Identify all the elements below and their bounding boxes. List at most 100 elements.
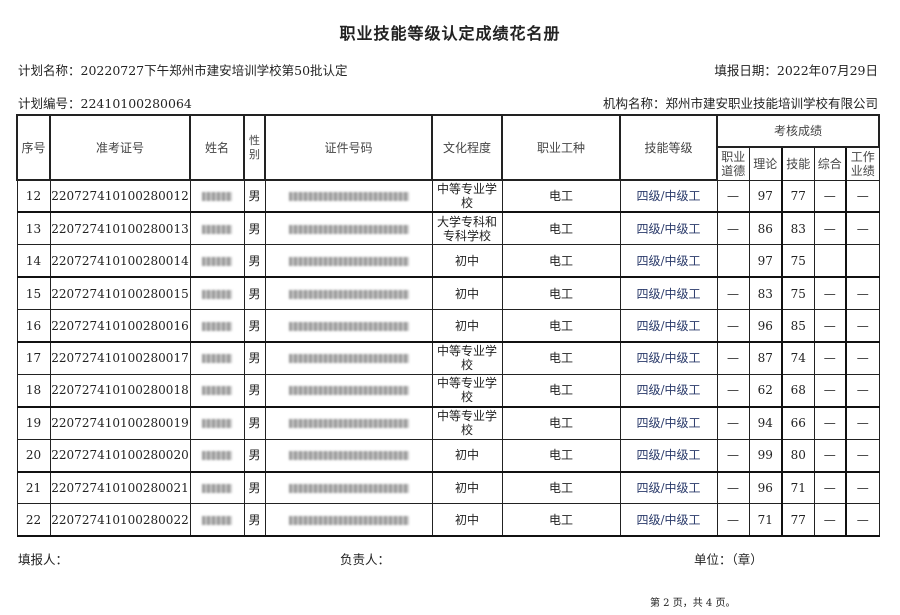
report-date-label: 填报日期： <box>714 63 777 78</box>
overall-cell: — <box>813 179 847 214</box>
id-no-cell <box>264 179 433 214</box>
seq-cell: 18 <box>16 373 51 408</box>
performance-cell: — <box>844 341 880 375</box>
name-cell <box>189 309 245 343</box>
redacted-id <box>288 224 409 234</box>
header-overall: 综合 <box>813 146 847 181</box>
table-row: 18 220727410100280018 男中等专业学校 电工 四级/中级工 —62 68… <box>16 373 880 408</box>
seq-cell: 21 <box>16 471 51 505</box>
name-cell <box>189 244 245 279</box>
name-cell <box>189 503 245 538</box>
seq-cell: 22 <box>16 503 51 538</box>
gender-cell: 男 <box>243 244 266 279</box>
redacted-name <box>202 515 232 525</box>
ethics-cell: — <box>716 179 750 214</box>
header-exam-no: 准考证号 <box>49 114 191 181</box>
gender-cell: 男 <box>243 309 266 343</box>
performance-cell <box>844 244 880 279</box>
header-performance: 工作业绩 <box>844 146 880 181</box>
name-cell <box>189 406 245 440</box>
education-cell: 初中 <box>431 244 503 279</box>
organization-value: 郑州市建安职业技能培训学校有限公司 <box>665 96 878 111</box>
occupation-cell: 电工 <box>501 438 621 473</box>
table-row: 20 220727410100280020 男初中 电工 四级/中级工 —99 80— — <box>16 438 880 473</box>
performance-cell: — <box>844 211 880 246</box>
exam-no-cell: 220727410100280018 <box>49 373 191 408</box>
gender-cell: 男 <box>243 406 266 440</box>
name-cell <box>189 373 245 408</box>
skill-cell: 75 <box>781 276 815 311</box>
overall-cell: — <box>813 438 847 473</box>
theory-cell: 96 <box>748 471 783 505</box>
seq-cell: 14 <box>16 244 51 279</box>
gender-cell: 男 <box>243 503 266 538</box>
header-id-no: 证件号码 <box>264 114 433 181</box>
exam-no-cell: 220727410100280020 <box>49 438 191 473</box>
gender-cell: 男 <box>243 276 266 311</box>
table-row: 21 220727410100280021 男初中 电工 四级/中级工 —96 71— — <box>16 471 880 505</box>
skill-cell: 74 <box>781 341 815 375</box>
id-no-cell <box>264 276 433 311</box>
redacted-name <box>202 289 232 299</box>
occupation-cell: 电工 <box>501 179 621 214</box>
occupation-cell: 电工 <box>501 211 621 246</box>
performance-cell: — <box>844 309 880 343</box>
exam-no-cell: 220727410100280013 <box>49 211 191 246</box>
ethics-cell: — <box>716 503 750 538</box>
education-cell: 初中 <box>431 471 503 505</box>
redacted-id <box>288 192 409 202</box>
level-cell: 四级/中级工 <box>619 406 718 440</box>
gender-cell: 男 <box>243 341 266 375</box>
performance-cell: — <box>844 471 880 505</box>
header-name: 姓名 <box>189 114 245 181</box>
education-cell: 中等专业学校 <box>431 341 503 375</box>
redacted-id <box>288 321 409 331</box>
occupation-cell: 电工 <box>501 244 621 279</box>
table-row: 17 220727410100280017 男中等专业学校 电工 四级/中级工 —87 74… <box>16 341 880 375</box>
redacted-name <box>202 419 232 429</box>
ethics-cell: — <box>716 211 750 246</box>
footer-unit-seal: 单位：（章） <box>694 552 763 567</box>
header-education: 文化程度 <box>431 114 503 181</box>
overall-cell: — <box>813 503 847 538</box>
theory-cell: 94 <box>748 406 783 440</box>
name-cell <box>189 471 245 505</box>
overall-cell: — <box>813 211 847 246</box>
theory-cell: 62 <box>748 373 783 408</box>
redacted-name <box>202 321 232 331</box>
table-row: 15 220727410100280015 男初中 电工 四级/中级工 —83 75— — <box>16 276 880 311</box>
exam-no-cell: 220727410100280021 <box>49 471 191 505</box>
table-row: 22 220727410100280022 男初中 电工 四级/中级工 —71 77— — <box>16 503 880 538</box>
performance-cell: — <box>844 276 880 311</box>
redacted-name <box>202 224 232 234</box>
redacted-id <box>288 451 409 461</box>
plan-name: 计划名称：20220727下午郑州市建安培训学校第50批认定 <box>18 60 348 79</box>
ethics-cell: — <box>716 471 750 505</box>
skill-cell: 85 <box>781 309 815 343</box>
report-date: 填报日期：2022年07月29日 <box>714 60 878 79</box>
ethics-cell: — <box>716 276 750 311</box>
level-cell: 四级/中级工 <box>619 276 718 311</box>
occupation-cell: 电工 <box>501 341 621 375</box>
level-cell: 四级/中级工 <box>619 438 718 473</box>
header-gender: 性别 <box>243 114 266 181</box>
name-cell <box>189 179 245 214</box>
id-no-cell <box>264 471 433 505</box>
seq-cell: 19 <box>16 406 51 440</box>
level-cell: 四级/中级工 <box>619 471 718 505</box>
name-cell <box>189 211 245 246</box>
footer-supervisor: 负责人： <box>340 552 391 567</box>
name-cell <box>189 438 245 473</box>
header-scores: 考核成绩 <box>715 114 881 148</box>
seq-cell: 13 <box>16 211 51 246</box>
education-cell: 初中 <box>431 503 503 538</box>
redacted-id <box>288 515 409 525</box>
level-cell: 四级/中级工 <box>619 341 718 375</box>
gender-cell: 男 <box>243 179 266 214</box>
overall-cell: — <box>813 341 847 375</box>
redacted-name <box>202 354 232 364</box>
theory-cell: 71 <box>748 503 783 538</box>
report-date-value: 2022年07月29日 <box>776 63 878 78</box>
ethics-cell: — <box>716 309 750 343</box>
ethics-cell: — <box>716 373 750 408</box>
